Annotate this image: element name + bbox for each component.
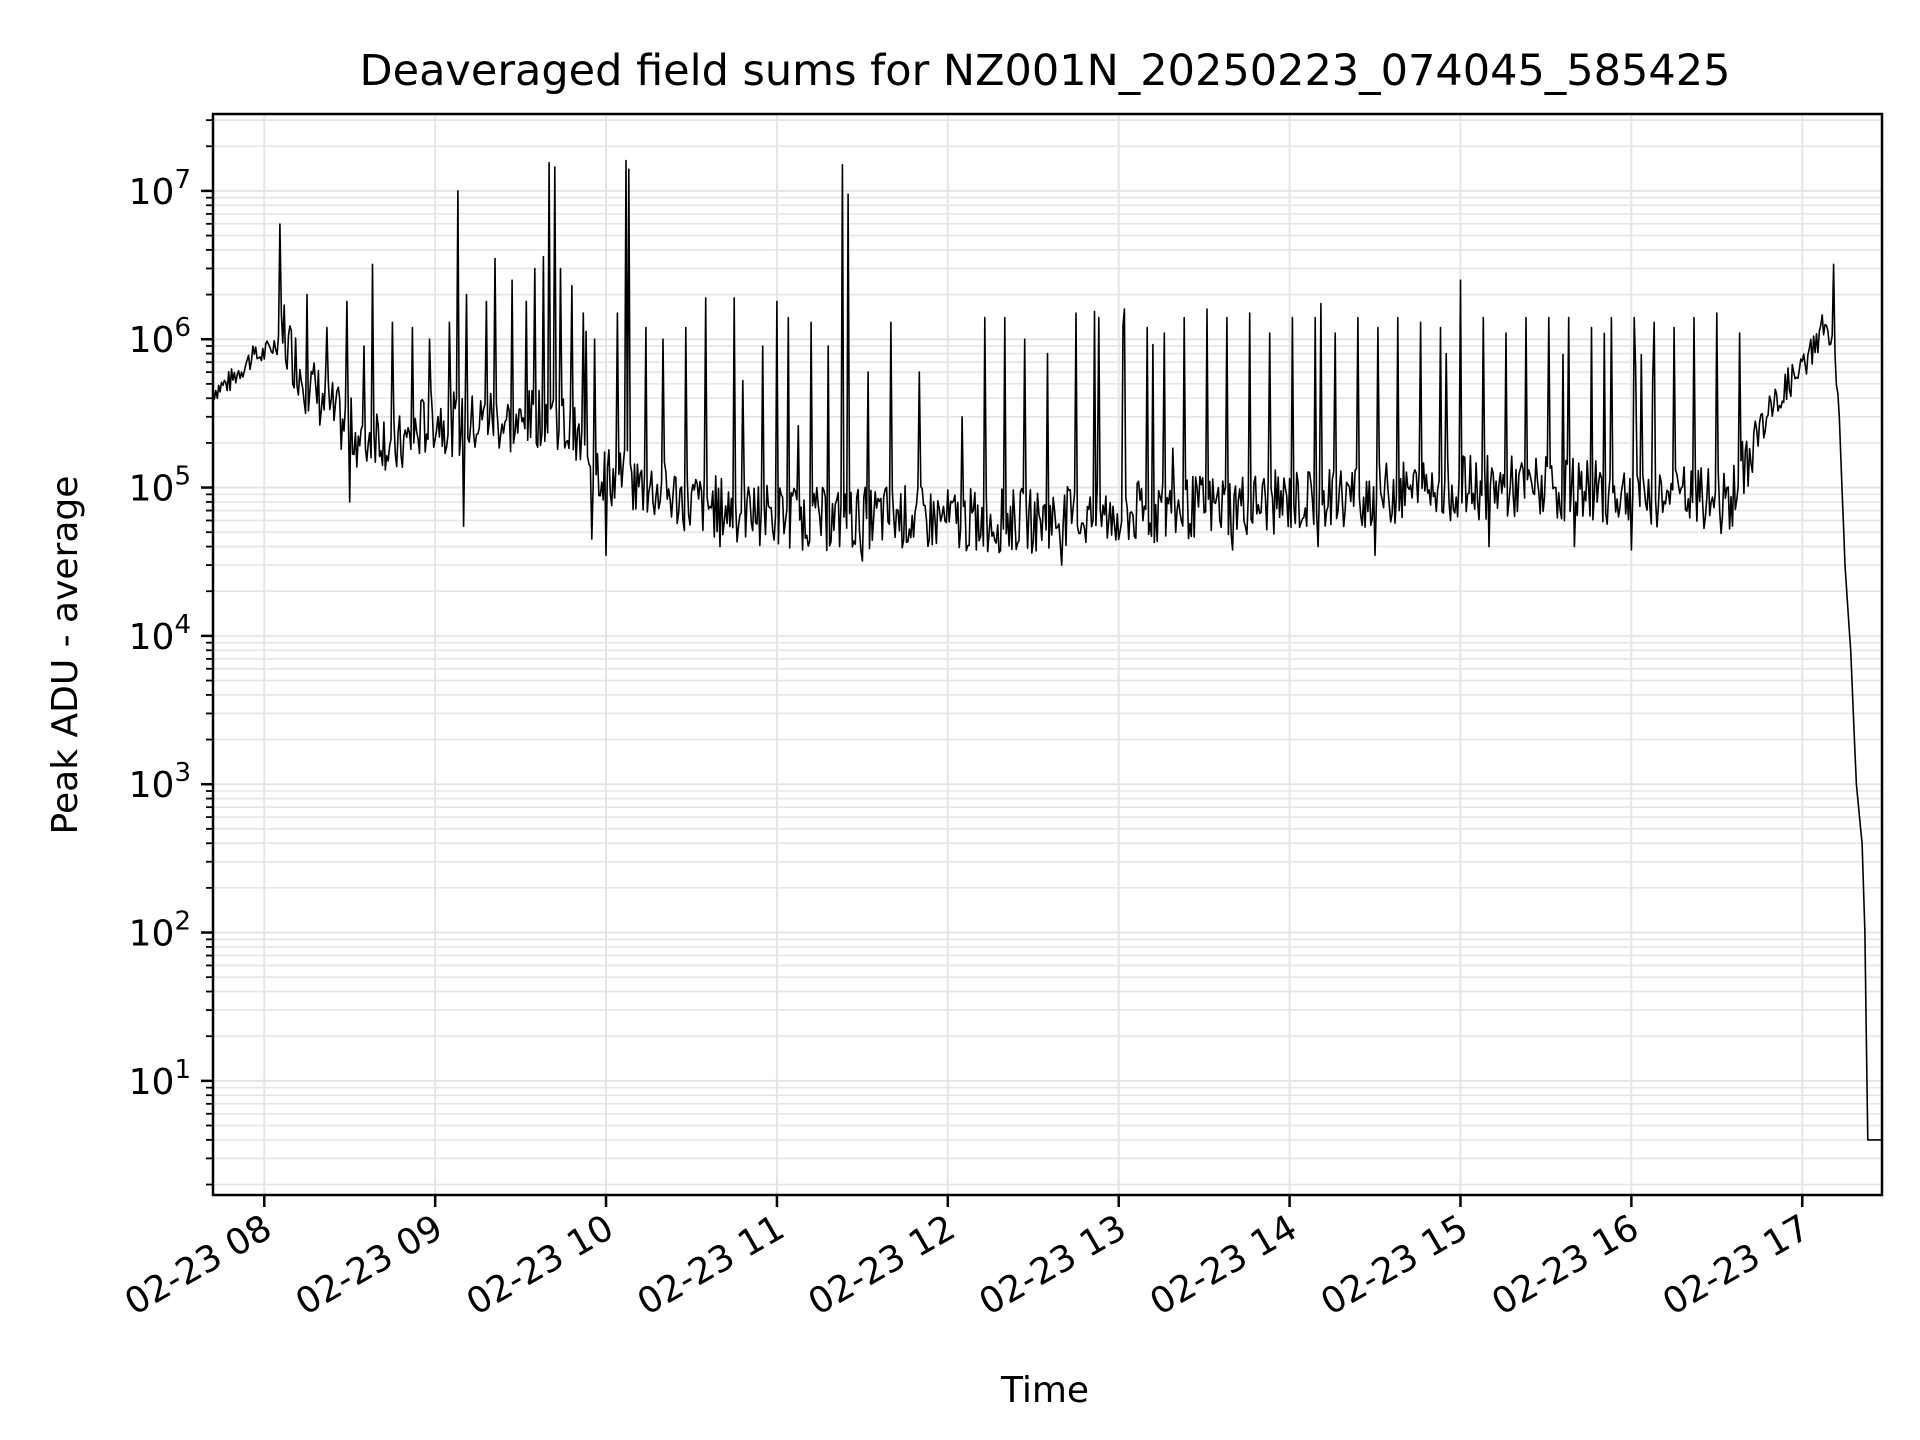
y-tick-label: 102 (129, 907, 191, 955)
y-axis-label: Peak ADU - average (45, 476, 86, 835)
y-tick-label: 104 (129, 610, 191, 658)
x-axis-label: Time (1000, 1370, 1089, 1411)
y-tick-label: 107 (129, 165, 191, 213)
series (212, 159, 1882, 1141)
grid (213, 114, 1882, 1195)
y-tick-label: 101 (129, 1055, 191, 1103)
series-line (212, 159, 1882, 1141)
y-tick-label: 106 (129, 313, 191, 361)
chart-title: Deaveraged field sums for NZ001N_2025022… (360, 46, 1731, 96)
y-tick-label: 105 (129, 462, 191, 510)
y-axis: 101 102 103 104 105 106 107 (129, 119, 213, 1186)
y-tick-label: 103 (129, 758, 191, 806)
plot-frame (211, 112, 1884, 1197)
